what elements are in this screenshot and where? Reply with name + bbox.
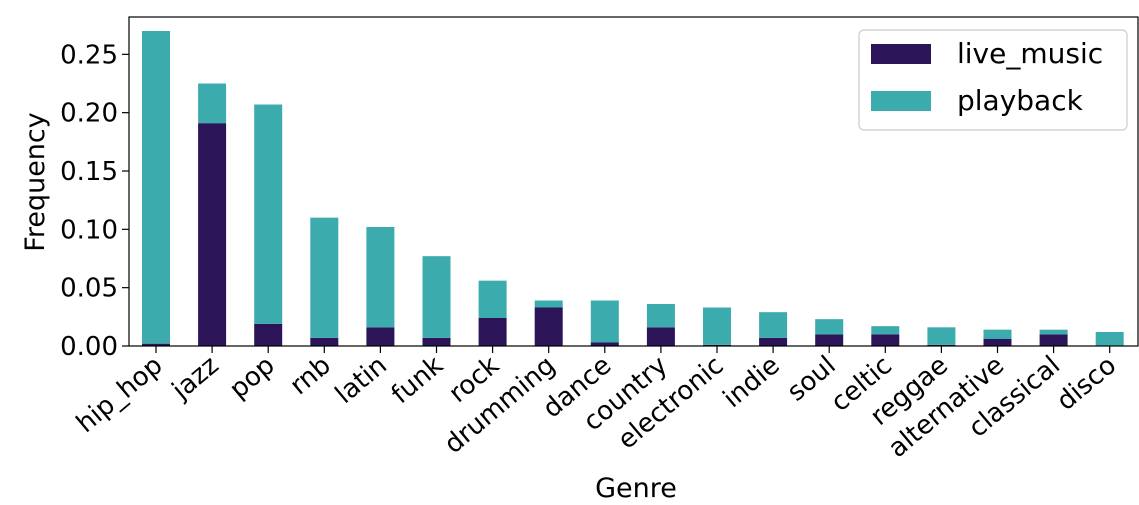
bar-playback-soul: [815, 319, 844, 335]
bar-playback-electronic: [703, 307, 731, 345]
bar-live-music-classical: [1039, 334, 1068, 346]
x-tick-label-latin: latin: [330, 350, 393, 410]
bar-live-music-celtic: [871, 334, 900, 346]
x-tick-label-jazz: jazz: [166, 350, 225, 406]
bar-playback-reggae: [927, 327, 956, 345]
y-tick-label: 0.00: [60, 332, 118, 362]
plot-frame: [128, 16, 1139, 347]
y-tick-label: 0.05: [60, 274, 118, 304]
y-axis-title: Frequency: [20, 112, 51, 252]
bar-playback-rock: [478, 280, 507, 318]
y-tick-label: 0.10: [60, 215, 118, 245]
bar-live-music-pop: [254, 323, 283, 346]
legend-label-playback: playback: [957, 84, 1084, 117]
bar-live-music-indie: [759, 337, 788, 346]
y-tick-label: 0.15: [60, 157, 118, 187]
bar-playback-funk: [422, 256, 451, 338]
legend-swatch-playback: [871, 91, 931, 111]
bar-live-music-dance: [590, 342, 619, 346]
x-tick-label-indie: indie: [718, 350, 786, 414]
bar-playback-indie: [759, 312, 788, 338]
bar-playback-disco: [1095, 332, 1124, 346]
y-tick-label: 0.25: [60, 40, 118, 70]
bar-playback-celtic: [871, 326, 900, 335]
bar-live-music-rnb: [310, 337, 339, 346]
bar-live-music-country: [646, 327, 675, 346]
bar-playback-dance: [590, 300, 619, 343]
bar-live-music-soul: [815, 334, 844, 346]
bar-live-music-rock: [478, 318, 507, 346]
bar-playback-jazz: [198, 83, 227, 124]
x-axis-title: Genre: [595, 473, 677, 500]
x-tick-label-rnb: rnb: [284, 350, 336, 401]
bar-live-music-latin: [366, 327, 395, 346]
bar-live-music-drumming: [534, 307, 563, 346]
x-tick-label-disco: disco: [1051, 350, 1122, 416]
bar-playback-rnb: [310, 217, 339, 338]
bar-playback-pop: [254, 104, 283, 324]
bar-live-music-alternative: [983, 339, 1012, 346]
bar-playback-classical: [1039, 329, 1068, 335]
bar-playback-latin: [366, 227, 395, 328]
bars-layer: [142, 31, 1124, 346]
bar-live-music-hip-hop: [142, 343, 170, 346]
legend: live_music playback: [858, 29, 1128, 131]
bar-live-music-jazz: [198, 123, 227, 346]
bar-live-music-funk: [422, 337, 451, 346]
bar-playback-country: [646, 304, 675, 328]
bar-playback-drumming: [534, 300, 563, 308]
x-tick-label-hip-hop: hip_hop: [71, 350, 169, 439]
legend-swatch-live-music: [871, 44, 931, 64]
axes-layer: [128, 16, 1139, 347]
legend-label-live-music: live_music: [957, 37, 1103, 70]
bar-playback-alternative: [983, 329, 1012, 339]
bar-playback-hip-hop: [142, 31, 170, 344]
x-tick-label-pop: pop: [224, 350, 281, 404]
x-tick-label-funk: funk: [386, 350, 449, 410]
y-tick-label: 0.20: [60, 99, 118, 129]
